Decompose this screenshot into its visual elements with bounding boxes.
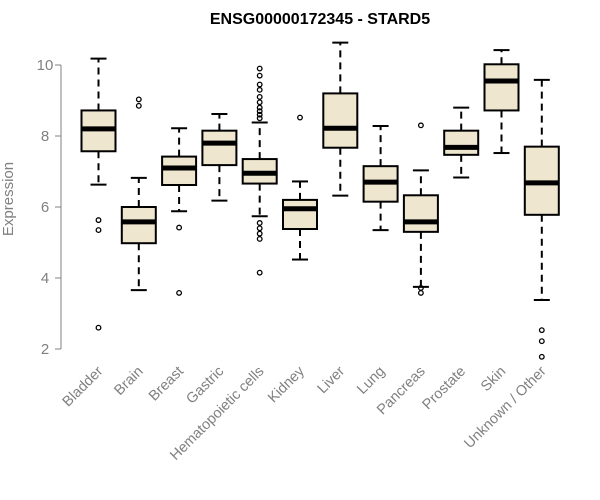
y-axis-label: Expression bbox=[0, 162, 17, 236]
x-tick-label: Prostate bbox=[420, 364, 469, 413]
boxes-group bbox=[80, 41, 560, 360]
box-body bbox=[483, 63, 520, 112]
box-hematopoietic-cells bbox=[241, 65, 278, 276]
box-bladder bbox=[80, 57, 117, 331]
y-axis: 2 4 6 8 10 bbox=[37, 57, 62, 358]
outlier-point bbox=[256, 230, 263, 237]
x-tick-label: Liver bbox=[315, 363, 349, 397]
x-tick-label: Skin bbox=[478, 364, 509, 395]
box-pancreas bbox=[402, 122, 439, 296]
y-tick-label: 6 bbox=[41, 199, 49, 216]
outlier-point bbox=[135, 96, 142, 103]
outlier-point bbox=[135, 102, 142, 109]
box-skin bbox=[483, 49, 520, 155]
y-tick-label: 2 bbox=[41, 341, 49, 358]
box-body bbox=[201, 129, 238, 167]
box-body bbox=[402, 194, 439, 233]
outlier-point bbox=[256, 72, 263, 79]
outlier-point bbox=[417, 289, 424, 296]
box-body bbox=[322, 92, 359, 149]
x-tick-label: Kidney bbox=[265, 363, 308, 406]
outlier-point bbox=[176, 224, 183, 231]
outlier-point bbox=[256, 99, 263, 106]
outlier-point bbox=[256, 111, 263, 118]
outlier-point bbox=[256, 220, 263, 226]
y-tick-label: 10 bbox=[37, 57, 54, 74]
chart-title: ENSG00000172345 - STARD5 bbox=[210, 11, 430, 28]
box-body bbox=[282, 198, 318, 231]
box-kidney bbox=[282, 114, 318, 261]
box-liver bbox=[322, 41, 359, 197]
outlier-point bbox=[256, 269, 263, 276]
y-tick-label: 8 bbox=[41, 128, 49, 145]
y-tick-label: 4 bbox=[41, 270, 49, 287]
outlier-point bbox=[256, 81, 263, 88]
outlier-point bbox=[95, 227, 102, 234]
outlier-point bbox=[256, 235, 263, 242]
outlier-point bbox=[256, 104, 263, 111]
box-lung bbox=[362, 125, 399, 232]
outlier-point bbox=[256, 225, 263, 232]
outlier-point bbox=[538, 327, 545, 334]
outlier-point bbox=[256, 86, 263, 93]
box-unknown-other bbox=[523, 78, 560, 360]
outlier-point bbox=[538, 338, 545, 345]
outlier-point bbox=[176, 289, 183, 296]
outlier-point bbox=[538, 353, 545, 360]
outlier-point bbox=[256, 93, 263, 100]
box-body bbox=[120, 206, 157, 245]
outlier-point bbox=[256, 65, 263, 72]
outlier-point bbox=[256, 115, 263, 122]
box-breast bbox=[161, 127, 198, 296]
box-body bbox=[161, 155, 198, 186]
box-brain bbox=[120, 96, 157, 292]
x-tick-label: Bladder bbox=[60, 363, 107, 410]
outlier-point bbox=[95, 217, 102, 224]
outlier-point bbox=[417, 122, 424, 129]
outlier-point bbox=[256, 108, 263, 115]
x-tick-label: Lung bbox=[354, 364, 388, 398]
box-body bbox=[443, 129, 480, 156]
outlier-point bbox=[297, 114, 303, 121]
x-tick-label: Brain bbox=[111, 364, 146, 399]
x-tick-label: Breast bbox=[146, 364, 187, 405]
box-gastric bbox=[201, 112, 238, 202]
outlier-point bbox=[95, 324, 102, 331]
box-prostate bbox=[443, 106, 480, 179]
